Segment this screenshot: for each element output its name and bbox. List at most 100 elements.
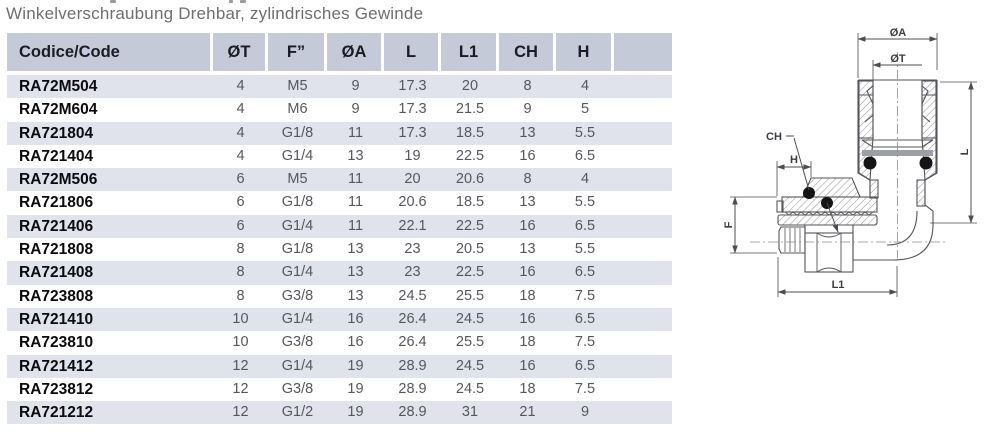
table-row: RA721806 6 G1/8 11 20.6 18.5 13 5.5 — [7, 191, 672, 215]
value-cell: 4 — [213, 75, 268, 99]
value-cell: 4 — [556, 75, 614, 99]
center-lines — [750, 52, 945, 258]
value-cell: 11 — [327, 214, 384, 239]
code-cell: RA72M604 — [7, 98, 213, 122]
dim-label-h: H — [790, 154, 798, 166]
table-row: RA721406 6 G1/4 11 22.1 22.5 16 6.5 — [7, 214, 672, 239]
table-row: RA723808 8 G3/8 13 24.5 25.5 18 7.5 — [7, 284, 672, 308]
value-cell: 16 — [499, 144, 556, 169]
value-cell: 8 — [213, 238, 268, 262]
value-cell: G1/4 — [268, 144, 327, 169]
table-row: RA721212 12 G1/2 19 28.9 31 21 9 — [7, 401, 672, 425]
value-cell: 26.4 — [384, 307, 441, 332]
value-cell: 28.9 — [384, 401, 441, 425]
value-cell: 24.5 — [441, 354, 499, 378]
empty-cell — [614, 307, 672, 332]
code-cell: RA721412 — [7, 354, 213, 378]
table-row: RA72M504 4 M5 9 17.3 20 8 4 — [7, 75, 672, 99]
value-cell: 20.5 — [441, 238, 499, 262]
empty-cell — [614, 168, 672, 192]
value-cell: 19 — [384, 144, 441, 169]
value-cell: 22.5 — [441, 261, 499, 285]
value-cell: 10 — [213, 331, 268, 355]
value-cell: 16 — [327, 331, 384, 355]
code-cell: RA721408 — [7, 261, 213, 285]
code-cell: RA721404 — [7, 144, 213, 169]
value-cell: 9 — [499, 98, 556, 122]
value-cell: 16 — [327, 307, 384, 332]
value-cell: M5 — [268, 168, 327, 192]
value-cell: 7.5 — [556, 284, 614, 308]
value-cell: 9 — [327, 98, 384, 122]
value-cell: 6 — [213, 191, 268, 215]
value-cell: G1/4 — [268, 214, 327, 239]
value-cell: G1/8 — [268, 191, 327, 215]
value-cell: 7.5 — [556, 377, 614, 402]
value-cell: 19 — [327, 377, 384, 402]
value-cell: 8 — [213, 261, 268, 285]
value-cell: 8 — [499, 75, 556, 99]
clipped-glyph — [110, 0, 116, 3]
value-cell: G3/8 — [268, 331, 327, 355]
value-cell: 11 — [327, 191, 384, 215]
value-cell: 26.4 — [384, 331, 441, 355]
value-cell: 31 — [441, 401, 499, 425]
code-cell: RA721804 — [7, 121, 213, 145]
value-cell: 9 — [327, 75, 384, 99]
value-cell: 6.5 — [556, 214, 614, 239]
value-cell: 20.6 — [441, 168, 499, 192]
value-cell: 24.5 — [441, 377, 499, 402]
value-cell: 13 — [499, 191, 556, 215]
empty-cell — [614, 144, 672, 169]
value-cell: 28.9 — [384, 354, 441, 378]
value-cell: 13 — [327, 144, 384, 169]
value-cell: M5 — [268, 75, 327, 99]
value-cell: 18.5 — [441, 121, 499, 145]
value-cell: 21.5 — [441, 98, 499, 122]
table-row: RA723810 10 G3/8 16 26.4 25.5 18 7.5 — [7, 331, 672, 355]
value-cell: 25.5 — [441, 331, 499, 355]
value-cell: 20 — [441, 75, 499, 99]
code-cell: RA72M506 — [7, 168, 213, 192]
value-cell: 24.5 — [384, 284, 441, 308]
value-cell: 10 — [213, 307, 268, 332]
table-row: RA721412 12 G1/4 19 28.9 24.5 16 6.5 — [7, 354, 672, 378]
code-cell: RA723812 — [7, 377, 213, 402]
dim-label-ot: ØT — [890, 53, 906, 65]
value-cell: 7.5 — [556, 331, 614, 355]
value-cell: 12 — [213, 354, 268, 378]
clipped-glyph — [229, 0, 233, 3]
value-cell: 5.5 — [556, 121, 614, 145]
page-title: Winkelverschraubung Drehbar, zylindrisch… — [6, 4, 424, 23]
table-row: RA723812 12 G3/8 19 28.9 24.5 18 7.5 — [7, 377, 672, 402]
dim-label-ch: CH — [766, 131, 782, 143]
value-cell: 19 — [327, 354, 384, 378]
header-cell — [614, 33, 672, 71]
value-cell: G1/2 — [268, 401, 327, 425]
value-cell: 16 — [499, 307, 556, 332]
value-cell: 5.5 — [556, 191, 614, 215]
value-cell: G1/8 — [268, 238, 327, 262]
value-cell: 18 — [499, 284, 556, 308]
value-cell: 8 — [213, 284, 268, 308]
empty-cell — [614, 98, 672, 122]
empty-cell — [614, 284, 672, 308]
value-cell: 18.5 — [441, 191, 499, 215]
value-cell: 12 — [213, 401, 268, 425]
dimension-lines — [730, 33, 977, 297]
value-cell: 4 — [213, 144, 268, 169]
value-cell: 17.3 — [384, 75, 441, 99]
value-cell: 6.5 — [556, 144, 614, 169]
dimension-table: Codice/Code ØT F” ØA L L1 CH H RA72M504 4 M5 9 17.3… — [7, 33, 672, 425]
empty-cell — [614, 261, 672, 285]
value-cell: 17.3 — [384, 98, 441, 122]
value-cell: 28.9 — [384, 377, 441, 402]
clipped-glyph — [240, 0, 246, 3]
empty-cell — [614, 354, 672, 378]
value-cell: 13 — [499, 238, 556, 262]
value-cell: 13 — [327, 261, 384, 285]
empty-cell — [614, 401, 672, 425]
value-cell: G1/4 — [268, 307, 327, 332]
header-cell: L — [384, 33, 441, 71]
value-cell: 6.5 — [556, 307, 614, 332]
